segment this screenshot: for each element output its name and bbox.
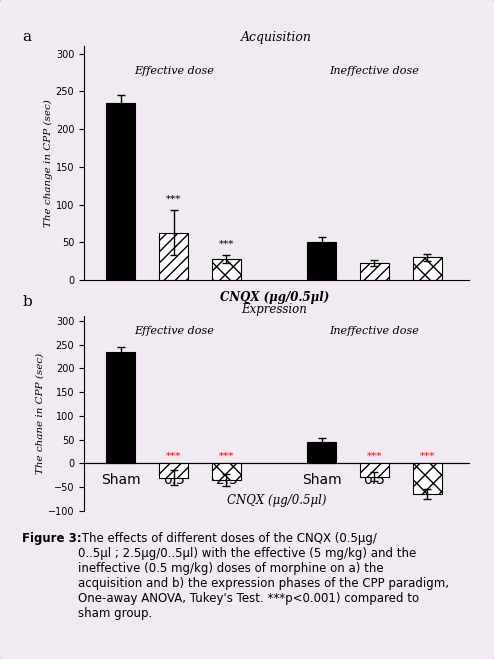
- Text: Ineffective dose: Ineffective dose: [329, 66, 419, 76]
- Bar: [360, 463, 389, 476]
- Y-axis label: The change in CPP (sec): The change in CPP (sec): [44, 100, 53, 227]
- Text: The effects of different doses of the CNQX (0.5μg/
0..5μl ; 2.5μg/0..5μl) with t: The effects of different doses of the CN…: [78, 532, 449, 621]
- Text: ***: ***: [166, 451, 181, 461]
- Bar: [159, 463, 188, 478]
- Text: ***: ***: [219, 240, 234, 249]
- X-axis label: CNQX (μg/0.5μl): CNQX (μg/0.5μl): [227, 494, 327, 507]
- Bar: [360, 264, 389, 280]
- Text: CNQX (μg/0.5μl): CNQX (μg/0.5μl): [219, 291, 329, 304]
- Bar: [106, 352, 135, 463]
- Text: Effective dose: Effective dose: [134, 326, 213, 336]
- Text: ***: ***: [419, 451, 435, 461]
- Bar: [412, 463, 442, 494]
- Text: b: b: [22, 295, 32, 310]
- Title: Acquisition: Acquisition: [241, 30, 312, 43]
- Text: Expression: Expression: [241, 303, 307, 316]
- Y-axis label: The chane in CPP (sec): The chane in CPP (sec): [36, 353, 45, 474]
- Text: Effective dose: Effective dose: [134, 66, 213, 76]
- Bar: [159, 233, 188, 280]
- Text: Ineffective dose: Ineffective dose: [329, 326, 419, 336]
- Text: a: a: [22, 30, 31, 44]
- Bar: [212, 463, 241, 480]
- Bar: [106, 103, 135, 280]
- Text: ***: ***: [219, 451, 234, 461]
- Bar: [212, 259, 241, 280]
- Text: ***: ***: [367, 451, 382, 461]
- Text: ***: ***: [166, 195, 181, 204]
- Bar: [307, 243, 336, 280]
- Bar: [412, 258, 442, 280]
- Text: Figure 3:: Figure 3:: [22, 532, 82, 546]
- Bar: [307, 442, 336, 463]
